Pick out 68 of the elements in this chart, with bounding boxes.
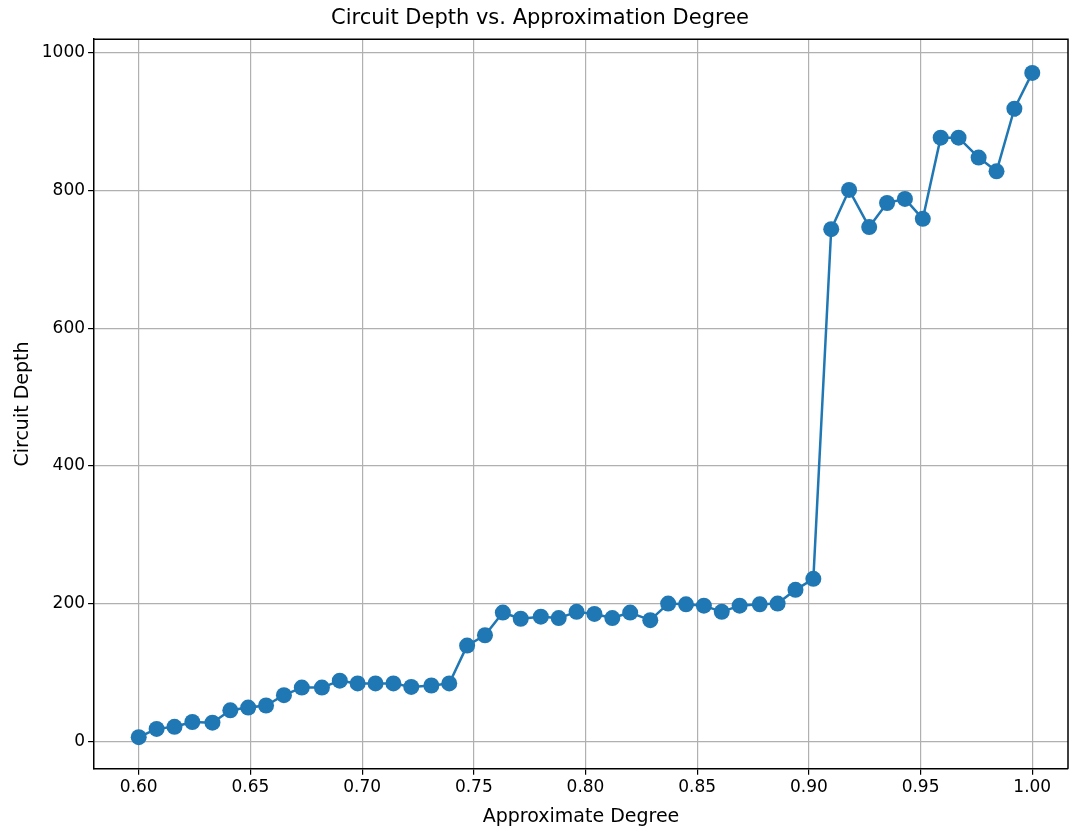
point	[932, 129, 949, 146]
x-tick-label: 0.80	[566, 776, 605, 797]
point	[184, 714, 201, 730]
point	[204, 714, 221, 731]
point	[660, 595, 677, 612]
point	[494, 604, 511, 621]
point	[166, 718, 183, 735]
point	[459, 637, 476, 654]
point	[275, 687, 292, 704]
point	[695, 597, 712, 614]
y-tick-label: 800	[52, 179, 86, 200]
chart-title: Circuit Depth vs. Approximation Degree	[331, 5, 749, 30]
point	[604, 610, 621, 627]
point	[258, 697, 275, 714]
x-tick-label: 0.65	[231, 776, 270, 797]
y-tick-label: 0	[74, 729, 86, 750]
x-tick-label: 0.85	[678, 776, 717, 797]
point	[731, 597, 748, 614]
y-tick-label: 400	[52, 454, 86, 475]
point	[441, 675, 458, 692]
point	[751, 596, 768, 613]
x-tick-label: 0.95	[901, 776, 940, 797]
point	[586, 605, 603, 622]
point	[423, 677, 440, 694]
point	[532, 608, 549, 625]
point	[148, 720, 165, 737]
x-tick-label: 0.60	[119, 776, 158, 797]
point	[841, 181, 858, 198]
x-tick-label: 0.90	[789, 776, 828, 797]
point	[805, 570, 822, 587]
point	[970, 149, 987, 166]
point	[476, 627, 493, 644]
point	[823, 221, 840, 238]
point	[787, 581, 804, 598]
point	[331, 672, 348, 689]
point	[385, 675, 402, 692]
point	[293, 679, 310, 696]
y-axis-title: Circuit Depth	[10, 341, 33, 467]
point	[313, 679, 330, 696]
point	[130, 729, 147, 746]
point	[222, 702, 239, 719]
x-axis-title: Approximate Degree	[482, 803, 680, 826]
y-tick-label: 1000	[41, 41, 86, 62]
point	[240, 699, 257, 716]
x-tick-label: 1.00	[1013, 776, 1052, 797]
point	[914, 210, 931, 227]
point	[769, 595, 786, 612]
point	[678, 596, 695, 613]
point	[349, 675, 366, 692]
point	[950, 129, 967, 146]
point	[896, 190, 913, 207]
point	[642, 612, 659, 629]
point	[1024, 64, 1041, 81]
point	[622, 604, 639, 621]
point	[988, 163, 1005, 180]
y-tick-label: 200	[52, 592, 86, 613]
y-tick-label: 600	[52, 316, 86, 337]
point	[550, 610, 567, 627]
x-tick-label: 0.75	[454, 776, 493, 797]
point	[713, 603, 730, 620]
point	[861, 219, 878, 236]
point	[568, 603, 585, 620]
point	[403, 678, 420, 695]
point	[879, 195, 896, 212]
x-tick-label: 0.70	[343, 776, 382, 797]
point	[1006, 100, 1023, 117]
point	[367, 675, 384, 692]
point	[512, 610, 529, 627]
